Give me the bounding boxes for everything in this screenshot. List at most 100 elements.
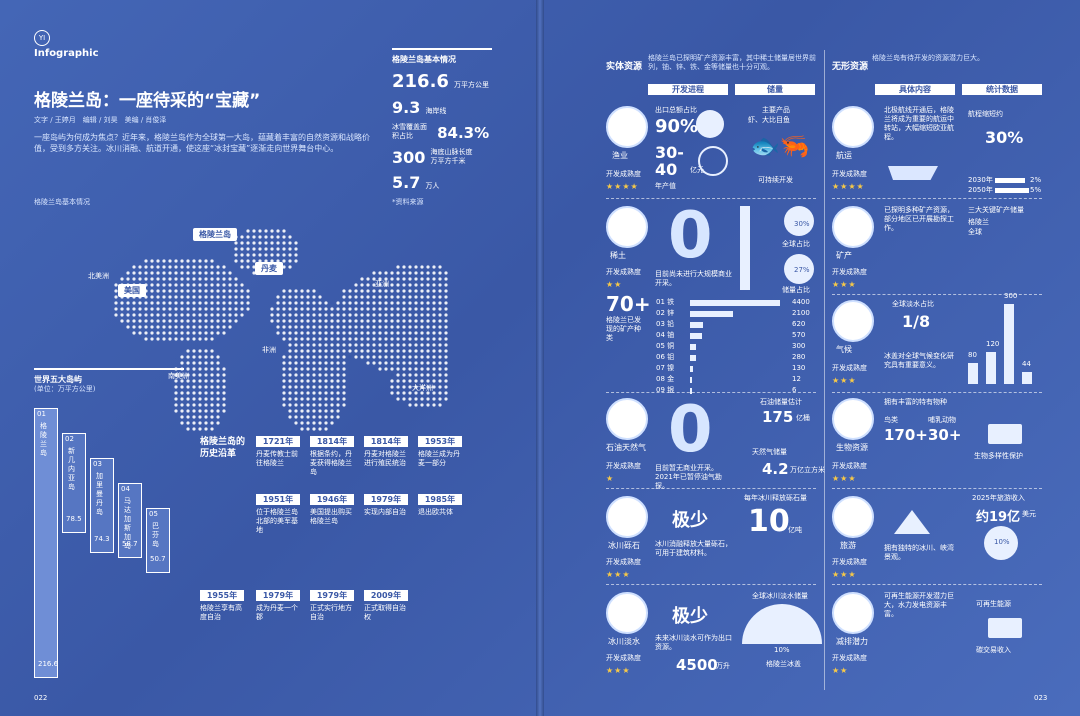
tour-v-unit: 美元	[1022, 510, 1036, 518]
glacier-icon	[606, 496, 648, 538]
mine-status: 开发成熟度	[832, 268, 867, 276]
island-value: 78.5	[66, 514, 82, 523]
water-stars: ★★★	[606, 666, 631, 675]
map-label-africa: 非洲	[262, 346, 276, 354]
fishery-p2-label: 年产值	[655, 182, 676, 190]
oilgas-v1: 175	[762, 408, 794, 426]
intro-text: 一座岛屿为何成为焦点？近年来，格陵兰岛作为全球第一大岛，蕴藏着丰富的自然资源和战…	[34, 133, 370, 153]
history-year: 1953年	[418, 436, 462, 447]
col-header-stats: 统计数据	[962, 84, 1042, 95]
ship-icon	[888, 166, 938, 180]
mineral-bar	[690, 355, 696, 361]
ice-stars: ★★★	[606, 570, 631, 579]
fishery-p2-unit: 亿元	[690, 166, 704, 174]
page-title: 格陵兰岛：一座待采的“宝藏”	[34, 91, 261, 111]
energy-icon	[832, 592, 874, 634]
shipping-stars: ★★★★	[832, 182, 865, 191]
mineral-bar	[690, 377, 692, 383]
island-name: 加里曼丹岛	[96, 472, 103, 516]
water-v-unit: 万升	[716, 662, 730, 670]
green-status: 开发成熟度	[832, 654, 867, 662]
mining-icon	[832, 206, 874, 248]
mineral-name: 07 镍	[656, 364, 675, 372]
mineral-name: 08 金	[656, 375, 675, 383]
mine-title: 三大关键矿产储量	[968, 206, 1024, 214]
mineral-bar	[690, 366, 693, 372]
water-few: 极少	[672, 606, 708, 627]
island-name: 新几内亚岛	[68, 447, 75, 491]
ice-value: 84.3%	[437, 124, 490, 142]
rare-p1-label: 全球占比	[782, 240, 810, 248]
rare-p2: 27%	[794, 266, 810, 274]
oilgas-v1-label: 石油储量估计	[760, 398, 802, 406]
history-text: 位于格陵兰岛北部的美军基地	[256, 508, 298, 534]
column-divider	[824, 50, 825, 690]
rare-earth-icon	[606, 206, 648, 248]
mineral-name: 01 铁	[656, 298, 675, 306]
shipping-y1: 2030年	[968, 176, 993, 184]
divider	[832, 584, 1042, 585]
mineral-value: 620	[792, 320, 806, 328]
history-year: 2009年	[364, 590, 408, 601]
shipping-desc: 北极航线开通后，格陵兰将成为重要的航运中转站，大幅缩短欧亚航程。	[884, 106, 954, 141]
basic-note: *资料来源	[392, 198, 424, 206]
island-value: 50.7	[150, 555, 166, 564]
green-desc: 可再生能源开发潜力巨大，水力发电资源丰富。	[884, 592, 954, 618]
history-year: 1946年	[310, 494, 354, 505]
byline: 文字 / 王婷月 编辑 / 刘昊 美编 / 肖俊泽	[34, 116, 167, 124]
fishery-name: 渔业	[612, 151, 628, 160]
mineral-name: 02 锌	[656, 309, 675, 317]
rare-vertical-bar	[740, 206, 750, 290]
mineral-value: 570	[792, 331, 806, 339]
water-desc: 未来冰川淡水可作为出口资源。	[655, 634, 732, 651]
green-stars: ★★	[832, 666, 849, 675]
water-v: 4500	[676, 656, 718, 674]
mineral-bar	[690, 322, 703, 328]
bio-desc: 生物多样性保护	[974, 452, 1023, 460]
ice-v: 10	[748, 504, 790, 539]
oilgas-v2: 4.2	[762, 460, 789, 478]
rare-pie-2	[784, 254, 814, 284]
history-text: 根据条约，丹麦获得格陵兰岛	[310, 450, 352, 476]
tour-pie	[984, 526, 1018, 560]
map-label-usa: 美国	[118, 284, 146, 297]
page-number-right: 023	[1034, 694, 1048, 702]
mineral-bar	[690, 344, 697, 350]
tour-status: 开发成熟度	[832, 558, 867, 566]
pop-value: 5.7	[392, 173, 421, 192]
ecosystem-icon	[832, 398, 874, 440]
ice-desc: 冰川消融释放大量砾石，可用于建筑材料。	[655, 540, 732, 557]
area-unit: 万平方公里	[454, 81, 490, 89]
water-fan-title: 全球冰川淡水储量	[752, 592, 808, 600]
island-name: 格陵兰岛	[40, 422, 47, 457]
fishery-status: 开发成熟度	[606, 170, 641, 178]
history-year: 1814年	[364, 436, 408, 447]
brand-name: Infographic	[34, 48, 99, 59]
island-name: 巴芬岛	[152, 522, 159, 548]
history-year: 1979年	[310, 590, 354, 601]
shipping-bar-2030	[995, 178, 1025, 183]
ice-v-unit: 亿吨	[788, 526, 802, 534]
oilgas-v2-unit: 万亿立方米	[790, 466, 825, 474]
fish-shrimp-icon: 🐟🦐	[750, 132, 810, 160]
climate-status: 开发成熟度	[832, 364, 867, 372]
fishery-stars: ★★★★	[606, 182, 639, 191]
tour-stars: ★★★	[832, 570, 857, 579]
mine-stars: ★★★	[832, 280, 857, 289]
money-icon-2	[988, 618, 1022, 638]
mineral-bar	[690, 311, 733, 317]
history-text: 正式实行地方自治	[310, 604, 352, 621]
fishery-prod-desc: 虾、大比目鱼	[748, 116, 790, 124]
water-name: 冰川淡水	[608, 637, 640, 646]
history-text: 丹麦对格陵兰进行殖民统治	[364, 450, 406, 467]
islands-chart: 世界五大岛屿 (单位：万平方公里)	[34, 368, 184, 394]
climate-desc: 冰盖对全球气候变化研究具有重要意义。	[884, 352, 954, 369]
fishery-ring-icon	[698, 146, 728, 176]
map-caption: 格陵兰岛基本情况	[34, 198, 90, 206]
world-dot-map	[114, 229, 448, 431]
climate-bar-value: 44	[1022, 360, 1031, 369]
fishery-p2: 30-40	[655, 143, 684, 179]
island-value: 58.7	[122, 540, 138, 549]
divider	[606, 198, 816, 199]
fishery-prod2: 可持续开发	[758, 176, 793, 184]
